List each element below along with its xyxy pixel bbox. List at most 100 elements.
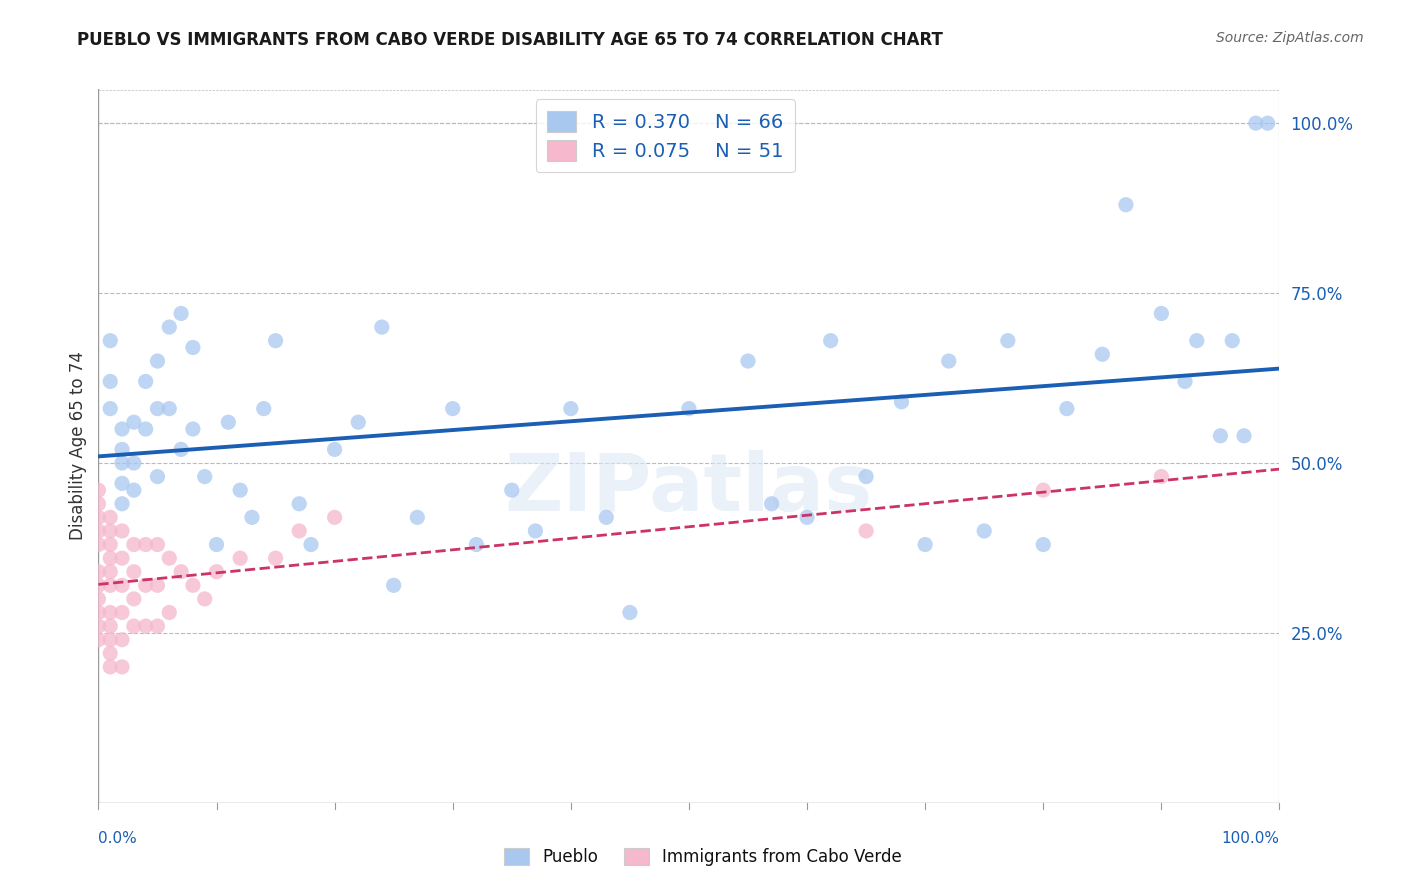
Legend: R = 0.370    N = 66, R = 0.075    N = 51: R = 0.370 N = 66, R = 0.075 N = 51 [536,99,796,172]
Point [87,497,110,511]
Point [122,619,145,633]
Point [87,619,110,633]
Point [1220,334,1243,348]
Point [217,415,239,429]
Point [973,524,995,538]
Point [111,524,134,538]
Point [1091,347,1114,361]
Point [524,524,547,538]
Point [98,606,121,620]
Point [157,320,180,334]
Point [181,422,204,436]
Y-axis label: Disability Age 65 to 74: Disability Age 65 to 74 [69,351,87,541]
Point [619,606,641,620]
Point [1032,537,1054,551]
Point [347,415,370,429]
Point [111,497,134,511]
Point [146,401,169,416]
Point [146,354,169,368]
Point [1185,334,1208,348]
Point [111,476,134,491]
Point [406,510,429,524]
Point [98,537,121,551]
Point [229,551,252,566]
Point [855,469,877,483]
Point [441,401,464,416]
Point [323,510,346,524]
Point [1257,116,1279,130]
Point [1056,401,1078,416]
Point [98,632,121,647]
Point [1150,469,1173,483]
Point [87,606,110,620]
Point [170,442,193,457]
Point [146,619,169,633]
Point [264,551,287,566]
Point [87,510,110,524]
Point [111,551,134,566]
Point [1209,429,1232,443]
Point [1115,198,1137,212]
Point [1032,483,1054,498]
Text: 100.0%: 100.0% [1222,831,1279,847]
Point [1244,116,1267,130]
Point [288,497,311,511]
Point [135,578,157,592]
Point [98,619,121,633]
Point [240,510,263,524]
Point [229,483,252,498]
Point [1174,375,1197,389]
Point [98,565,121,579]
Point [98,551,121,566]
Point [111,422,134,436]
Point [122,456,145,470]
Point [111,578,134,592]
Point [87,483,110,498]
Point [98,660,121,674]
Point [111,456,134,470]
Text: ZIPatlas: ZIPatlas [505,450,873,528]
Point [111,442,134,457]
Point [98,646,121,660]
Point [135,422,157,436]
Point [205,565,228,579]
Point [157,401,180,416]
Point [465,537,488,551]
Point [382,578,405,592]
Point [98,334,121,348]
Point [146,578,169,592]
Point [170,306,193,320]
Point [761,497,783,511]
Point [87,591,110,606]
Point [205,537,228,551]
Point [146,469,169,483]
Point [323,442,346,457]
Point [264,334,287,348]
Point [87,578,110,592]
Point [181,341,204,355]
Text: PUEBLO VS IMMIGRANTS FROM CABO VERDE DISABILITY AGE 65 TO 74 CORRELATION CHART: PUEBLO VS IMMIGRANTS FROM CABO VERDE DIS… [77,31,943,49]
Point [299,537,322,551]
Point [855,524,877,538]
Point [135,537,157,551]
Point [737,354,759,368]
Point [170,565,193,579]
Point [1150,306,1173,320]
Point [98,510,121,524]
Point [146,537,169,551]
Point [98,578,121,592]
Point [135,375,157,389]
Point [796,510,818,524]
Point [253,401,276,416]
Point [98,401,121,416]
Point [111,606,134,620]
Point [87,632,110,647]
Point [194,591,217,606]
Point [122,537,145,551]
Point [914,537,936,551]
Point [157,606,180,620]
Point [98,375,121,389]
Point [98,524,121,538]
Point [560,401,582,416]
Point [501,483,523,498]
